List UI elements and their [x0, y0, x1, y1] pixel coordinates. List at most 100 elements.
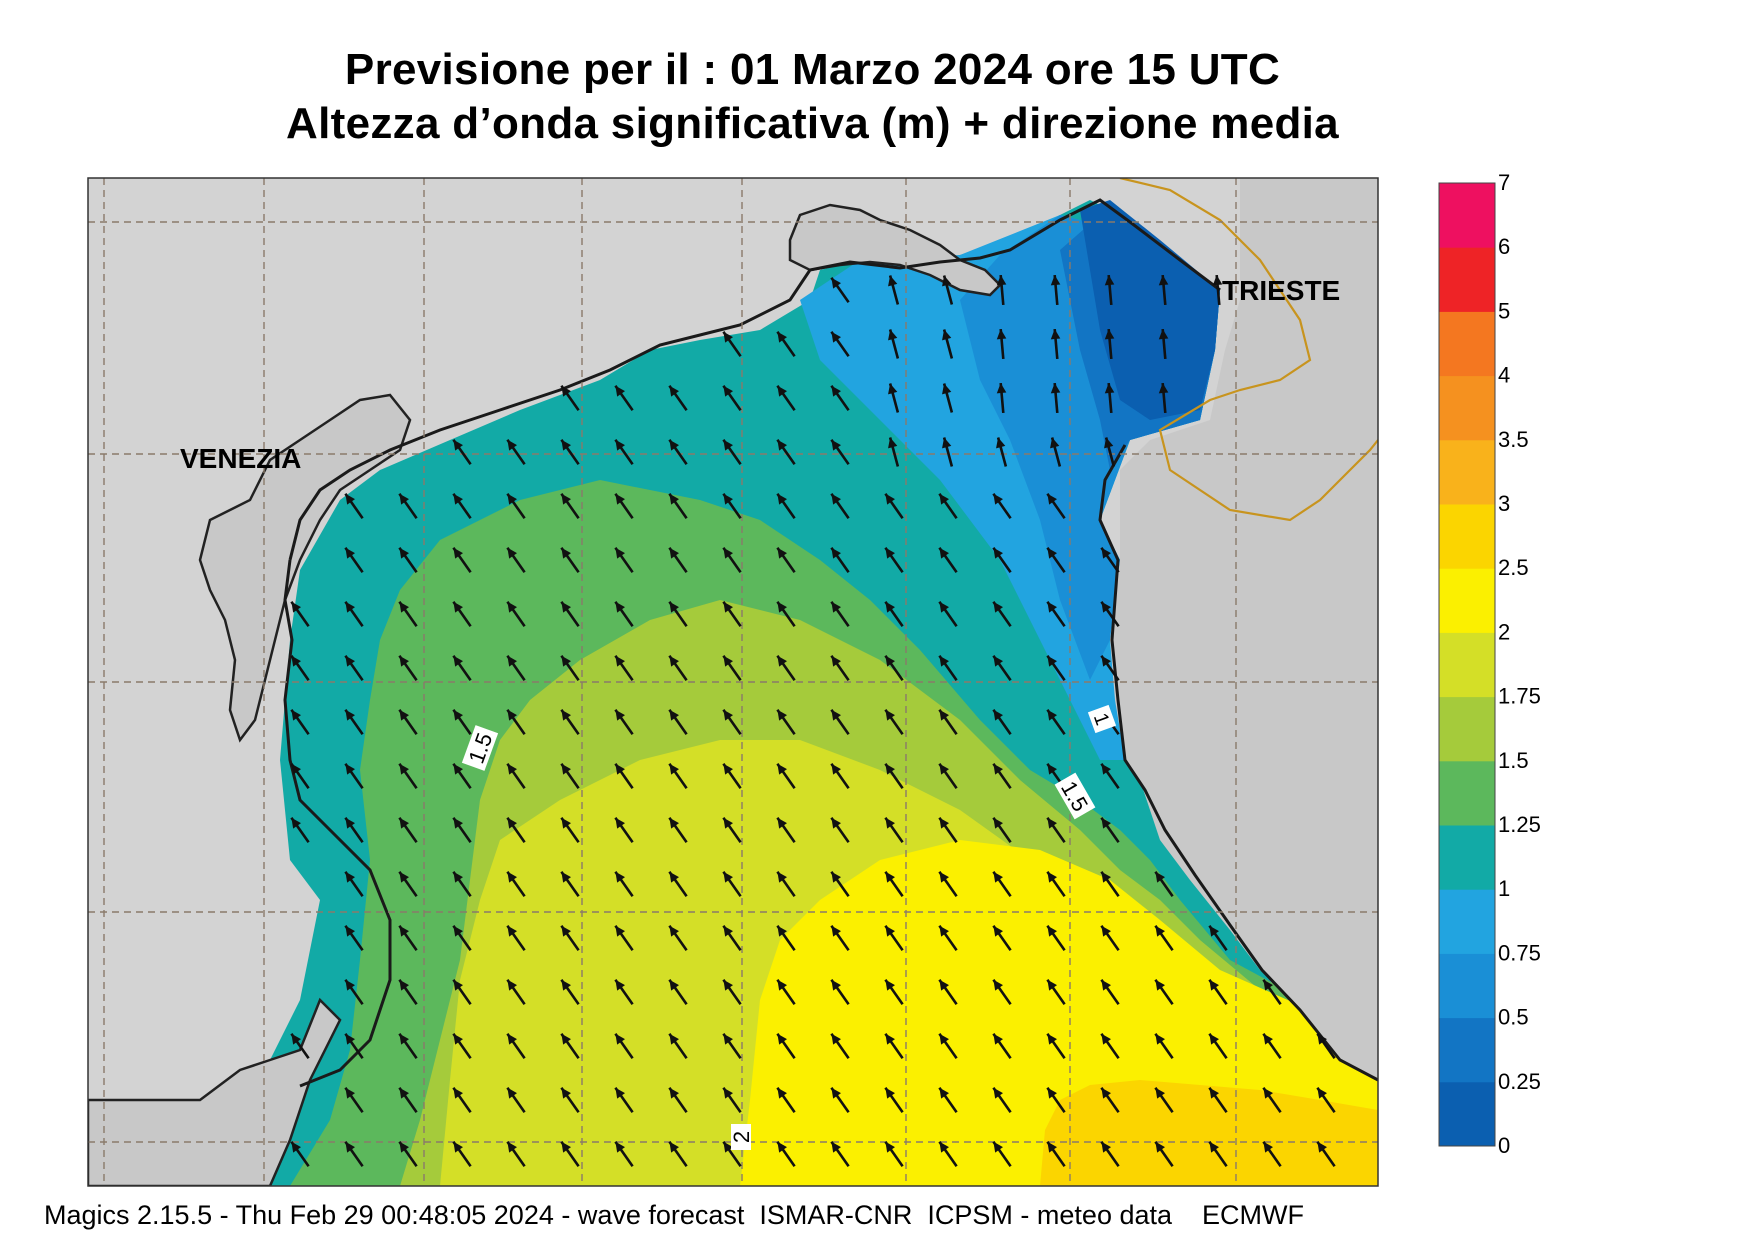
colorbar-tick-label: 1.5	[1498, 748, 1529, 773]
wave-arrow-head	[831, 1087, 841, 1099]
wave-arrow-head	[993, 1087, 1003, 1099]
wave-arrow-head	[723, 1033, 733, 1045]
wave-arrow-head	[885, 979, 895, 991]
wave-arrow-head	[777, 331, 787, 343]
wave-arrow-head	[723, 763, 733, 775]
wave-arrow-head	[669, 1033, 679, 1045]
contour-label-1: 1	[1087, 704, 1117, 734]
wave-arrow-head	[996, 329, 1007, 340]
colorbar-tick-label: 3	[1498, 491, 1510, 516]
wave-arrow-head	[1209, 1141, 1219, 1153]
wave-arrow-head	[507, 817, 517, 829]
wave-arrow-head	[777, 601, 787, 613]
wave-arrow-head	[615, 1087, 625, 1099]
wave-arrow-head	[615, 493, 625, 505]
wave-arrow-head	[669, 925, 679, 937]
wave-arrow-head	[399, 925, 409, 937]
wave-arrow-head	[939, 493, 949, 505]
colorbar: 0 0.25 0.5 0.75 1 1.25 1.5 1.75 2 2.5 3 3.5 4 5 6 7	[1438, 170, 1541, 1158]
wave-arrow-head	[939, 1141, 949, 1153]
wave-arrow-head	[1155, 925, 1165, 937]
wave-arrow-head	[561, 439, 571, 451]
wave-arrow-head	[1155, 1141, 1165, 1153]
wave-arrow-head	[831, 817, 841, 829]
wave-arrow-head	[831, 1141, 841, 1153]
wave-arrow-head	[507, 871, 517, 883]
wave-arrow-head	[345, 817, 355, 829]
wave-arrow-head	[1050, 275, 1061, 286]
wave-arrow-head	[777, 385, 787, 397]
wave-arrow-head	[669, 1141, 679, 1153]
wave-arrow-head	[1263, 1033, 1273, 1045]
wave-arrow-head	[1263, 1141, 1273, 1153]
wave-arrow-head	[345, 979, 355, 991]
wave-arrow-head	[615, 385, 625, 397]
wave-arrow-head	[561, 385, 571, 397]
colorbar-swatch	[1439, 183, 1495, 248]
wave-arrow-head	[777, 817, 787, 829]
colorbar-tick-label: 4	[1498, 363, 1510, 388]
wave-arrow-head	[831, 601, 841, 613]
wave-arrow-head	[453, 1141, 463, 1153]
colorbar-tick-label: 0.5	[1498, 1005, 1529, 1030]
wave-arrow-head	[939, 709, 949, 721]
colorbar-tick-label: 1.75	[1498, 684, 1541, 709]
wave-arrow-head	[561, 1087, 571, 1099]
wave-arrow-head	[453, 547, 463, 559]
wave-arrow-head	[723, 709, 733, 721]
wave-arrow-head	[939, 1033, 949, 1045]
wave-arrow-head	[831, 763, 841, 775]
wave-arrow-head	[669, 817, 679, 829]
wave-arrow-head	[942, 383, 952, 395]
wave-arrow-head	[345, 763, 355, 775]
wave-arrow-head	[291, 1141, 301, 1153]
wave-arrow-head	[345, 1087, 355, 1099]
wave-arrow-head	[1104, 275, 1115, 286]
map-frame	[87, 177, 1379, 1187]
wave-arrow-head	[399, 1033, 409, 1045]
colorbar-tick-label: 1	[1498, 876, 1510, 901]
wave-arrow-head	[939, 601, 949, 613]
wave-arrow-head	[996, 437, 1006, 449]
wave-arrow-head	[669, 763, 679, 775]
wave-arrow-head	[507, 925, 517, 937]
wave-arrow-head	[831, 277, 841, 289]
wave-arrow-head	[1047, 709, 1057, 721]
wave-arrow-head	[1209, 1087, 1219, 1099]
wave-arrow-head	[1047, 547, 1057, 559]
wave-arrow-head	[939, 871, 949, 883]
wave-arrow-head	[399, 547, 409, 559]
wave-arrow-head	[1101, 925, 1111, 937]
footer-credits: Magics 2.15.5 - Thu Feb 29 00:48:05 2024…	[44, 1200, 1304, 1230]
wave-arrow-head	[669, 493, 679, 505]
wave-arrow-head	[1101, 817, 1111, 829]
wave-arrow-head	[888, 383, 898, 395]
wave-arrow-head	[1047, 1087, 1057, 1099]
wave-arrow-head	[453, 493, 463, 505]
wave-arrow-head	[615, 925, 625, 937]
wave-arrow-head	[615, 1141, 625, 1153]
wave-arrow-head	[1047, 655, 1057, 667]
colorbar-swatch	[1439, 825, 1495, 890]
wave-arrow-head	[1047, 601, 1057, 613]
wave-arrow-head	[453, 601, 463, 613]
wave-arrow-head	[399, 655, 409, 667]
contour-label-2: 2	[729, 1124, 754, 1150]
wave-arrow-head	[888, 275, 898, 287]
wave-arrow-head	[1101, 655, 1111, 667]
wave-arrow-head	[507, 655, 517, 667]
wave-arrow-head	[831, 331, 841, 343]
colorbar-tick-label: 2.5	[1498, 555, 1529, 580]
wave-arrow-head	[885, 763, 895, 775]
wave-arrow-head	[885, 547, 895, 559]
wave-arrow-head	[507, 979, 517, 991]
wave-arrow-head	[453, 817, 463, 829]
wave-arrow-head	[399, 1087, 409, 1099]
wave-arrow-head	[831, 871, 841, 883]
colorbar-tick-label: 0.25	[1498, 1069, 1541, 1094]
wave-arrow-head	[939, 547, 949, 559]
wave-arrow-head	[399, 601, 409, 613]
wave-arrow-head	[507, 1141, 517, 1153]
wave-arrow-head	[939, 979, 949, 991]
wave-arrow-head	[669, 709, 679, 721]
